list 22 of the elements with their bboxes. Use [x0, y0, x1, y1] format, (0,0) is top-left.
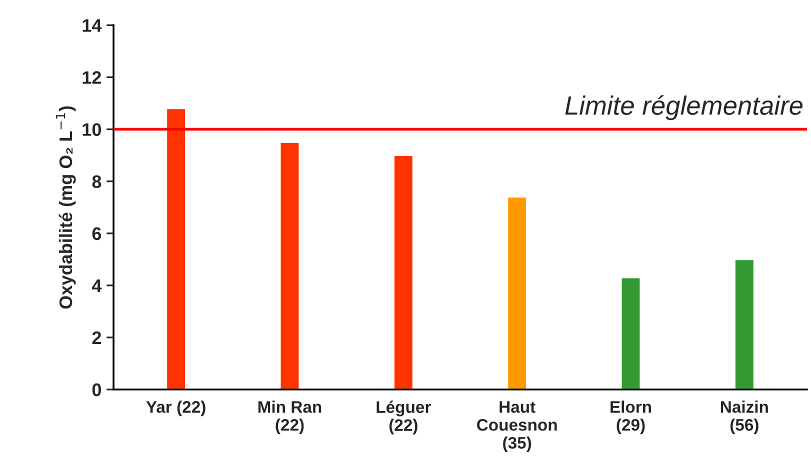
x-tick-label: Léguer (22) — [376, 400, 431, 434]
y-tick-label: 2 — [92, 331, 102, 344]
y-tick-label: 12 — [82, 71, 102, 84]
x-tick-label: Yar (22) — [146, 400, 206, 416]
bar — [734, 258, 755, 390]
bar — [166, 108, 186, 390]
bar — [393, 154, 414, 390]
y-tick-label: 0 — [92, 383, 101, 396]
y-tick-label: 6 — [92, 227, 102, 240]
bar — [279, 142, 300, 390]
y-tick-label: 14 — [82, 19, 102, 32]
x-tick-label: Elorn (29) — [610, 400, 652, 434]
y-axis-title: Oxydabilité (mg O₂ L$^{−1}$) — [56, 106, 76, 309]
ref-line-label: Limite réglementaire — [565, 95, 803, 120]
x-tick-label: Min Ran (22) — [258, 400, 322, 434]
y-tick-label: 10 — [82, 123, 101, 136]
x-tick-label: Haut Couesnon (35) — [477, 401, 557, 452]
bar — [620, 276, 642, 390]
y-tick-label: 8 — [92, 175, 102, 188]
x-tick-label: Naizin (56) — [721, 400, 768, 434]
y-tick-label: 4 — [92, 280, 102, 292]
bar — [506, 196, 528, 390]
